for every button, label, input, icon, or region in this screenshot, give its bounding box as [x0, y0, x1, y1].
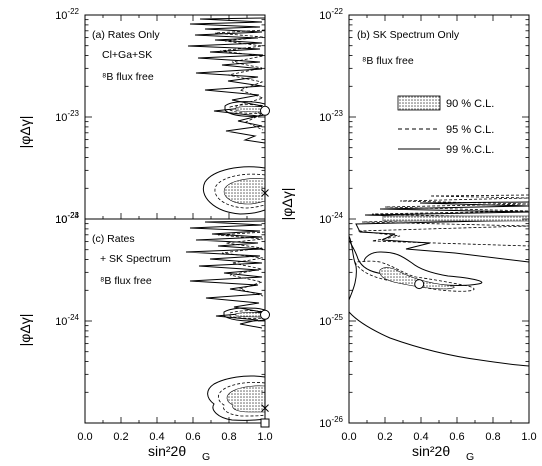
panel-b-y-tick-label: 10-24	[319, 211, 343, 226]
markers	[260, 105, 425, 428]
legend: 90 % C.L. 95 % C.L. 99 %.C.L.	[397, 95, 494, 156]
panel-b-title-line-1: (b) SK Spectrum Only	[357, 29, 460, 41]
panel-c-title-line-3: ⁸B flux free	[100, 275, 152, 287]
panel-a-y-tick-label: 10-22	[55, 7, 79, 22]
panel-c-island-90	[235, 312, 265, 318]
panel-a-island-90	[235, 106, 265, 113]
left-contours	[185, 17, 265, 421]
panel-b-x-tick-label: 0.2	[377, 431, 392, 443]
panel-a-best-fit-circle-marker	[260, 105, 270, 116]
panel-c-title: (c) Rates + SK Spectrum ⁸B flux free	[92, 233, 171, 287]
panel-b-title: (b) SK Spectrum Only ⁸B flux free	[357, 29, 460, 67]
panel-b-99-upper	[355, 201, 529, 263]
panel-b-x-tick-label: 0.8	[485, 431, 500, 443]
panel-b-99-left-edge	[349, 235, 357, 301]
panel-c-y-tick-label: 10-24	[55, 313, 79, 328]
panel-a-lower-95	[214, 173, 265, 209]
panel-a-title: (a) Rates Only Cl+Ga+SK ⁸B flux free	[92, 29, 160, 83]
panel-c-x-tick-label: 0.8	[221, 431, 236, 443]
panel-b-95-upper	[357, 194, 529, 247]
panel-c-island-95	[229, 310, 265, 319]
right-x-axis-label-main: sin²2θ	[412, 443, 450, 459]
left-x-axis-label-main: sin²2θ	[148, 443, 186, 459]
panel-a-title-line-1: (a) Rates Only	[92, 29, 160, 41]
legend-swatch-90	[397, 95, 441, 111]
panel-c-lower-95	[217, 381, 265, 417]
panel-a-island-95	[229, 104, 265, 114]
left-x-axis-label-sub: G	[202, 451, 210, 463]
panel-c-x-tick-label: 1.0	[257, 431, 272, 443]
panel-c-y-tick-label: 10-23	[55, 211, 79, 226]
legend-label-99: 99 %.C.L.	[446, 144, 494, 156]
panel-b-99-outer	[349, 311, 529, 367]
panel-c-x-tick-label: 0.4	[149, 431, 164, 443]
panel-c-95-fringe	[217, 231, 265, 297]
panel-b-x-tick-label: 0.0	[341, 431, 356, 443]
legend-label-95: 95 % C.L.	[446, 124, 494, 136]
right-x-axis-label-sub: G	[466, 451, 474, 463]
panel-c-x-tick-label: 0.6	[185, 431, 200, 443]
panel-b-x-tick-label: 0.6	[449, 431, 464, 443]
panel-b-y-tick-label: 10-23	[319, 109, 343, 124]
panel-c-title-line-1: (c) Rates	[92, 233, 135, 245]
panel-c-title-line-2: + SK Spectrum	[100, 253, 171, 265]
panel-a-island-99	[224, 101, 265, 117]
panel-b-y-tick-label: 10-25	[319, 313, 343, 328]
legend-label-90: 90 % C.L.	[446, 98, 494, 110]
panel-b-y-tick-label: 10-26	[319, 415, 343, 430]
panel-b-y-axis-label: |φΔγ|	[279, 188, 295, 221]
panel-b-x-tick-label: 0.4	[413, 431, 428, 443]
panel-c-cross-marker	[261, 404, 269, 412]
panel-b-contours	[349, 194, 529, 367]
panel-a-lower-90	[223, 178, 265, 205]
panel-b-90-band	[382, 215, 529, 222]
panel-c-best-fit-circle-marker	[260, 309, 270, 320]
panel-a-cross-marker	[261, 189, 269, 197]
panel-b-title-line-2: ⁸B flux free	[362, 55, 414, 67]
panel-c-contours	[185, 220, 265, 421]
panel-c-square-marker	[260, 418, 270, 428]
panel-b-90-lower	[379, 267, 455, 290]
panel-c-y-axis-label: |φΔγ|	[17, 314, 33, 347]
panel-c-x-tick-label: 0.2	[113, 431, 128, 443]
right-x-axis-label: sin²2θ G	[412, 443, 474, 463]
tick-marks	[84, 15, 530, 424]
panel-a-title-line-2: Cl+Ga+SK	[102, 49, 152, 61]
panel-c-99-fringe	[185, 220, 265, 329]
panel-a-y-tick-label: 10-24	[55, 211, 79, 226]
panel-a-y-tick-label: 10-23	[55, 109, 79, 124]
panel-c-island-99	[223, 307, 265, 322]
left-x-axis-label: sin²2θ G	[148, 443, 210, 463]
panel-c-lower-99	[207, 375, 265, 421]
panel-b-best-fit-circle-marker	[414, 279, 425, 290]
panel-a-y-axis-label: |φΔγ|	[17, 116, 33, 149]
panel-a-contours	[187, 17, 265, 215]
panel-c-x-tick-label: 0.0	[77, 431, 92, 443]
panel-b-99-lower-loops	[349, 239, 483, 286]
panel-a-lower-99	[203, 166, 265, 215]
panel-b-y-tick-label: 10-22	[319, 7, 343, 22]
panel-c-lower-90	[226, 385, 265, 413]
panel-b-x-tick-label: 1.0	[521, 431, 536, 443]
panel-a-title-line-3: ⁸B flux free	[102, 71, 154, 83]
panel-b-95-lower-loops	[354, 260, 475, 292]
